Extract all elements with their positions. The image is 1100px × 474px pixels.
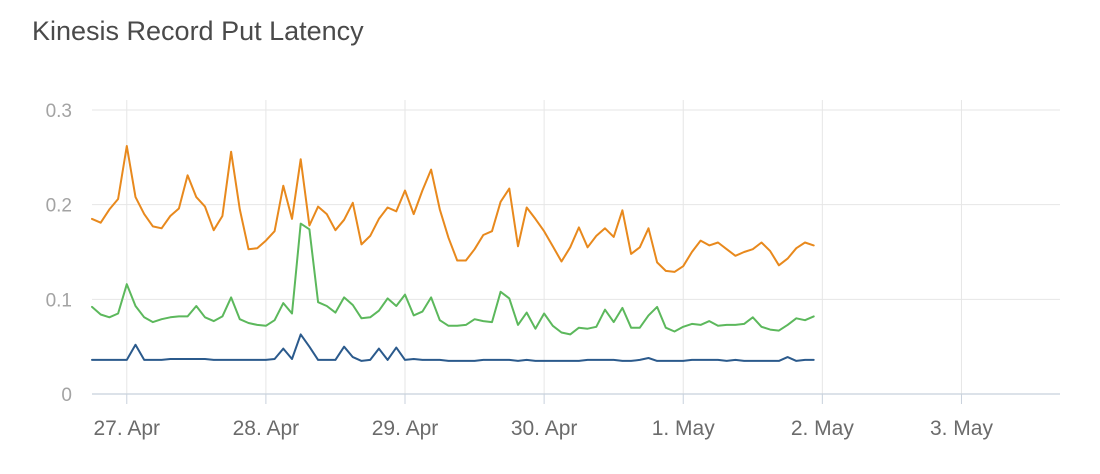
x-tick-label: 30. Apr [511, 417, 578, 440]
x-tick-label: 1. May [652, 417, 716, 440]
series-line-2 [91, 222, 815, 336]
x-tick-label: 28. Apr [233, 417, 300, 440]
y-tick-label: 0 [61, 385, 72, 406]
series-line-1 [91, 145, 815, 273]
series-line-3 [91, 333, 815, 362]
grid [92, 100, 1060, 394]
x-tick-label: 27. Apr [93, 417, 160, 440]
chart-title: Kinesis Record Put Latency [32, 16, 364, 46]
x-tick-label: 29. Apr [372, 417, 439, 440]
y-tick-label: 0.2 [46, 196, 72, 217]
x-tick-label: 3. May [930, 417, 994, 440]
series-group [91, 145, 815, 362]
axes: 0 0.1 0.2 0.3 27. Apr 28. Apr 29. Apr 30. Apr 1.… [46, 101, 1060, 440]
y-tick-label: 0.3 [46, 101, 72, 122]
y-tick-label: 0.1 [46, 290, 72, 311]
x-tick-label: 2. May [791, 417, 855, 440]
